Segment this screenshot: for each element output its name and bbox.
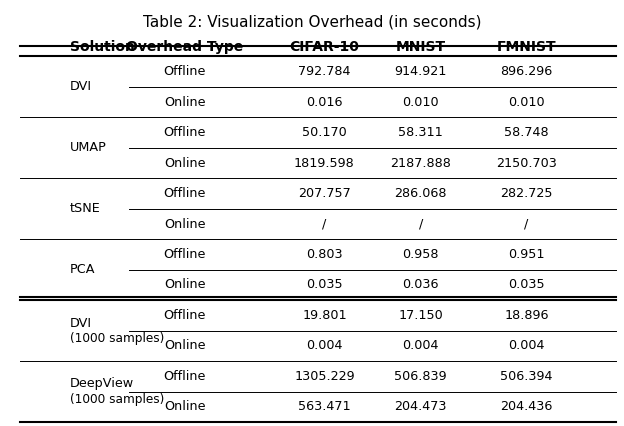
Text: 1819.598: 1819.598 [294, 157, 355, 170]
Text: 286.068: 286.068 [394, 187, 447, 200]
Text: 204.436: 204.436 [500, 400, 552, 413]
Text: 1305.229: 1305.229 [294, 370, 354, 383]
Text: FMNIST: FMNIST [497, 40, 556, 54]
Text: 0.004: 0.004 [402, 340, 439, 352]
Text: 896.296: 896.296 [500, 65, 552, 78]
Text: 58.748: 58.748 [504, 126, 548, 139]
Text: Overhead Type: Overhead Type [126, 40, 243, 54]
Text: 2187.888: 2187.888 [390, 157, 451, 170]
Text: 50.170: 50.170 [302, 126, 347, 139]
Text: CIFAR-10: CIFAR-10 [290, 40, 359, 54]
Text: 0.951: 0.951 [508, 248, 545, 261]
Text: Table 2: Visualization Overhead (in seconds): Table 2: Visualization Overhead (in seco… [143, 14, 481, 29]
Text: /: / [524, 218, 529, 230]
Text: DeepView: DeepView [70, 377, 134, 391]
Text: 914.921: 914.921 [394, 65, 447, 78]
Text: DVI: DVI [70, 81, 92, 93]
Text: Online: Online [164, 279, 205, 291]
Text: Online: Online [164, 340, 205, 352]
Text: Offline: Offline [163, 248, 206, 261]
Text: 207.757: 207.757 [298, 187, 351, 200]
Text: 792.784: 792.784 [298, 65, 351, 78]
Text: 18.896: 18.896 [504, 309, 548, 322]
Text: 2150.703: 2150.703 [496, 157, 557, 170]
Text: PCA: PCA [70, 263, 95, 276]
Text: 58.311: 58.311 [398, 126, 443, 139]
Text: 0.035: 0.035 [508, 279, 545, 291]
Text: 0.004: 0.004 [306, 340, 343, 352]
Text: Offline: Offline [163, 370, 206, 383]
Text: 204.473: 204.473 [394, 400, 447, 413]
Text: Offline: Offline [163, 65, 206, 78]
Text: 506.839: 506.839 [394, 370, 447, 383]
Text: Online: Online [164, 157, 205, 170]
Text: 0.958: 0.958 [402, 248, 439, 261]
Text: Online: Online [164, 400, 205, 413]
Text: 0.016: 0.016 [306, 95, 343, 109]
Text: Online: Online [164, 218, 205, 230]
Text: Offline: Offline [163, 187, 206, 200]
Text: Online: Online [164, 95, 205, 109]
Text: DVI: DVI [70, 317, 92, 330]
Text: (1000 samples): (1000 samples) [70, 332, 164, 345]
Text: 0.035: 0.035 [306, 279, 343, 291]
Text: UMAP: UMAP [70, 141, 107, 154]
Text: 0.010: 0.010 [402, 95, 439, 109]
Text: 0.010: 0.010 [508, 95, 545, 109]
Text: 282.725: 282.725 [500, 187, 553, 200]
Text: Solution: Solution [70, 40, 135, 54]
Text: /: / [419, 218, 423, 230]
Text: /: / [323, 218, 326, 230]
Text: tSNE: tSNE [70, 202, 100, 215]
Text: 17.150: 17.150 [398, 309, 443, 322]
Text: MNIST: MNIST [396, 40, 446, 54]
Text: 563.471: 563.471 [298, 400, 351, 413]
Text: Offline: Offline [163, 126, 206, 139]
Text: (1000 samples): (1000 samples) [70, 393, 164, 406]
Text: 0.803: 0.803 [306, 248, 343, 261]
Text: 19.801: 19.801 [302, 309, 347, 322]
Text: 0.004: 0.004 [508, 340, 545, 352]
Text: 0.036: 0.036 [402, 279, 439, 291]
Text: 506.394: 506.394 [500, 370, 553, 383]
Text: Offline: Offline [163, 309, 206, 322]
